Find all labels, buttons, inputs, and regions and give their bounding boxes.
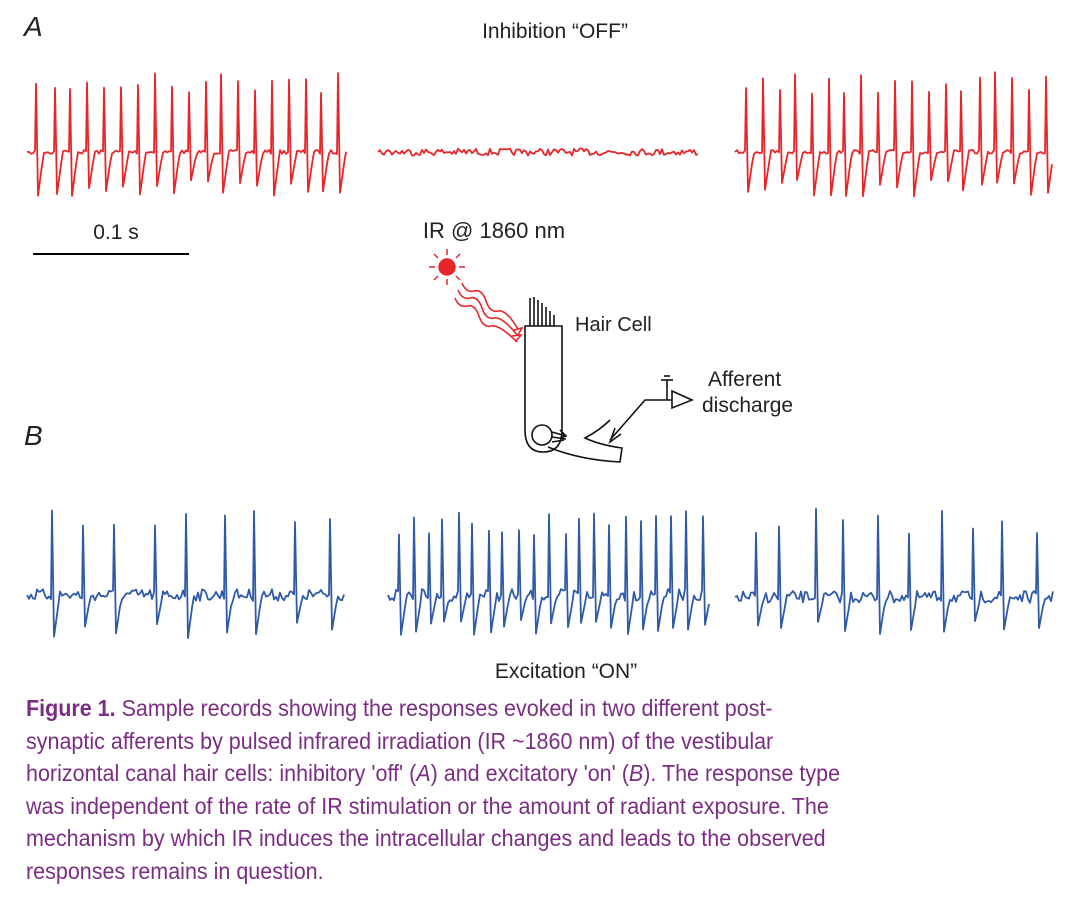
trace — [26, 72, 347, 197]
trace — [377, 147, 699, 157]
panel-title: Excitation “ON” — [495, 660, 637, 683]
trace — [734, 507, 1054, 635]
trace — [26, 509, 345, 639]
caption-text: ) and excitatory 'on' ( — [430, 760, 629, 787]
traces — [26, 71, 1054, 639]
caption-line: was independent of the rate of IR stimul… — [26, 792, 829, 819]
recording-label: discharge — [702, 394, 793, 417]
caption-text: Sample records showing the responses evo… — [115, 695, 773, 721]
stimulus-label: IR @ 1860 nm — [423, 218, 565, 243]
panel-title: Inhibition “OFF” — [482, 20, 628, 43]
scale-label: 0.1 s — [93, 221, 139, 244]
caption-ref: A — [416, 760, 431, 787]
trace — [734, 71, 1053, 198]
caption-line: mechanism by which IR induces the intrac… — [26, 825, 826, 852]
ir-source — [429, 249, 465, 285]
caption-ref: B — [628, 760, 644, 787]
caption-line: Figure 1. Sample records showing the res… — [26, 692, 840, 725]
hair-cell — [524, 297, 695, 463]
figure: A Inhibition “OFF” 0.1 s B Excitation “O… — [22, 11, 1054, 683]
caption: Figure 1. Sample records showing the res… — [26, 692, 840, 888]
caption-line: horizontal canal hair cells: inhibitory … — [26, 757, 840, 790]
caption-line: responses remains in question. — [26, 857, 324, 884]
panel-label: B — [24, 420, 43, 451]
cell-label: Hair Cell — [575, 314, 652, 336]
recording-label: Afferent — [708, 368, 781, 391]
ir-rays — [454, 282, 524, 343]
figure-label: Figure 1. — [26, 695, 116, 721]
trace — [387, 510, 710, 636]
caption-text: ). The response type — [643, 760, 841, 787]
caption-text: horizontal canal hair cells: inhibitory … — [26, 760, 417, 787]
panel-label: A — [22, 11, 43, 42]
caption-line: synaptic afferents by pulsed infrared ir… — [26, 727, 774, 754]
